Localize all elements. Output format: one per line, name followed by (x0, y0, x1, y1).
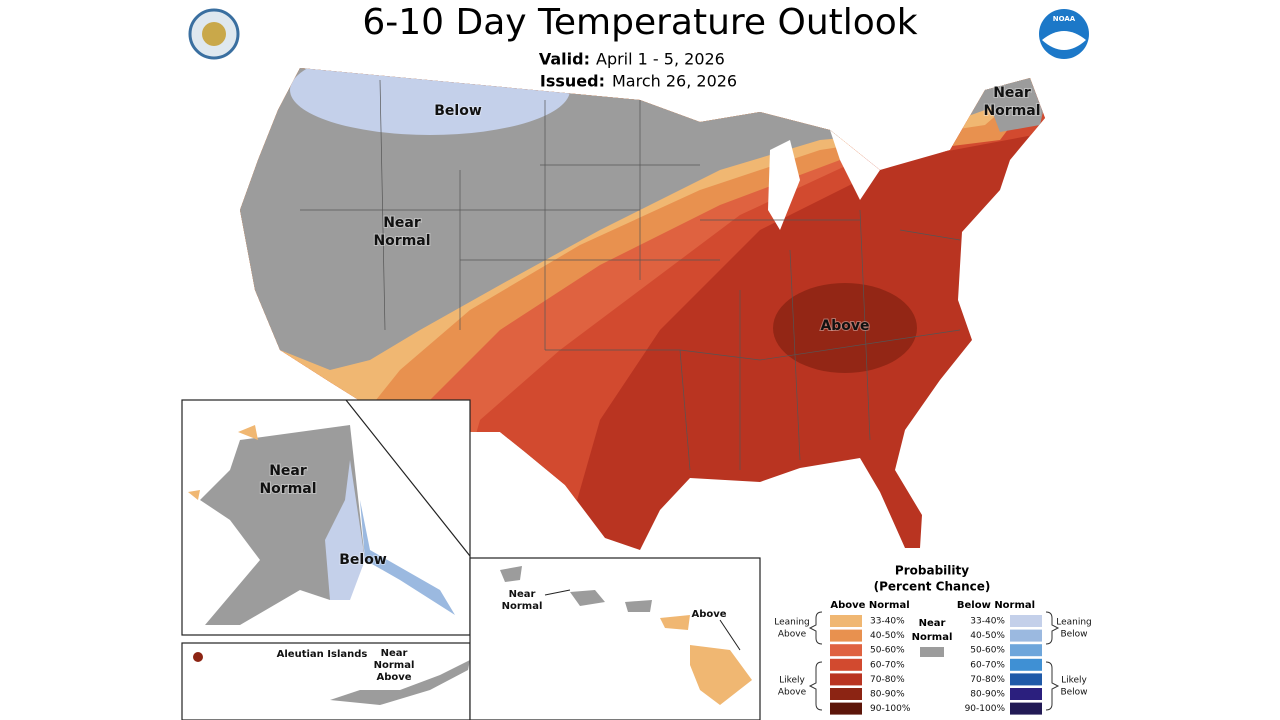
legend-heading: Above Normal (830, 600, 909, 611)
above-area (660, 615, 752, 705)
map-label: Near (993, 85, 1031, 101)
legend-label: 33-40% (970, 617, 1005, 627)
legend-brace (808, 661, 823, 711)
state-lines (300, 79, 961, 471)
valid-date: April 1 - 5, 2026 (596, 50, 725, 69)
issued-label: Issued: (540, 72, 605, 91)
legend-label: 40-50% (870, 631, 905, 641)
near-normal-area (330, 660, 470, 705)
legend-swatch (830, 629, 862, 642)
legend-label: 33-40% (870, 617, 905, 627)
map-label: Near (381, 648, 408, 659)
map-label: Above (691, 609, 726, 620)
issued-date: March 26, 2026 (612, 72, 737, 91)
inset-frame (181, 642, 471, 720)
title: 6-10 Day Temperature Outlook (362, 2, 917, 43)
legend-bracket-label: Above (778, 630, 807, 640)
inset-line (345, 399, 471, 557)
map-label: Below (339, 552, 387, 568)
valid-label: Valid: (539, 50, 590, 69)
map-label: Near (509, 589, 536, 600)
legend-label: 90-100% (965, 704, 1006, 714)
legend-bracket-label: Below (1060, 630, 1087, 640)
legend-swatch (1010, 644, 1042, 657)
legend-label: 70-80% (970, 675, 1005, 685)
legend-label: 40-50% (970, 631, 1005, 641)
legend-swatch (830, 673, 862, 686)
above-area (188, 425, 258, 500)
map-label: Below (434, 103, 482, 119)
legend-swatch (830, 615, 862, 627)
legend-bracket-label: Below (1060, 688, 1087, 698)
below-area (290, 68, 570, 135)
map-label: Above (820, 318, 869, 334)
legend-swatch (830, 644, 862, 657)
map-label: Aleutian Islands (277, 649, 368, 660)
legend-near-label: Near (919, 618, 946, 629)
legend-swatch (920, 647, 944, 657)
map-label: Near (383, 215, 421, 231)
legend-bracket-label: Leaning (1056, 618, 1092, 628)
legend-label: 50-60% (870, 646, 905, 656)
map-label: Normal (374, 660, 415, 671)
above-core (773, 283, 917, 373)
commerce-logo-seal (202, 22, 226, 46)
legend-swatch (1010, 629, 1042, 642)
map-label: Normal (259, 481, 316, 497)
legend-brace (1045, 611, 1060, 645)
legend-title: Probability (895, 564, 969, 578)
legend-swatch (1010, 673, 1042, 686)
near-normal-area (980, 80, 1045, 132)
aleutian-inset (181, 642, 471, 720)
legend-bracket-label: Likely (779, 676, 805, 686)
legend-swatch (830, 688, 862, 700)
legend-brace (808, 611, 823, 645)
legend-swatch (1010, 688, 1042, 700)
map-labels: BelowNearNormalAboveNearNormalNearNormal… (258, 84, 1041, 684)
above-area (193, 652, 203, 662)
map-label: Above (376, 672, 411, 683)
map-label: Near (269, 463, 307, 479)
pointer (544, 589, 741, 651)
map-label: Normal (373, 233, 430, 249)
legend: Probability (Percent Chance) Above Normal B… (774, 564, 1092, 715)
legend-brace (1045, 661, 1060, 711)
map-label: Normal (983, 103, 1040, 119)
legend-label: 70-80% (870, 675, 905, 685)
noaa-logo-text: NOAA (1053, 15, 1076, 23)
legend-label: 60-70% (970, 660, 1005, 670)
near-normal-area (200, 425, 365, 625)
great-lakes (768, 130, 880, 230)
legend-label: 80-90% (870, 690, 905, 700)
legend-swatch (830, 658, 862, 671)
legend-bracket-label: Likely (1061, 676, 1087, 686)
map-label: Normal (502, 601, 543, 612)
legend-swatch (830, 702, 862, 715)
legend-swatch (1010, 702, 1042, 715)
below-area (360, 500, 455, 615)
hawaii-inset (469, 557, 761, 720)
legend-label: 50-60% (970, 646, 1005, 656)
legend-label: 60-70% (870, 660, 905, 670)
legend-label: 80-90% (970, 690, 1005, 700)
alaska-inset (181, 399, 471, 636)
legend-swatch (1010, 615, 1042, 627)
legend-title: (Percent Chance) (874, 580, 991, 594)
below-area (325, 460, 365, 600)
legend-near-label: Normal (912, 632, 953, 643)
legend-swatch (1010, 658, 1042, 671)
legend-bracket-label: Above (778, 688, 807, 698)
legend-bracket-label: Leaning (774, 618, 810, 628)
near-normal-area (240, 68, 1045, 370)
legend-heading: Below Normal (957, 600, 1035, 611)
near-normal-area (500, 566, 652, 612)
noaa-logo-bird (1042, 31, 1086, 50)
legend-label: 90-100% (870, 704, 911, 714)
